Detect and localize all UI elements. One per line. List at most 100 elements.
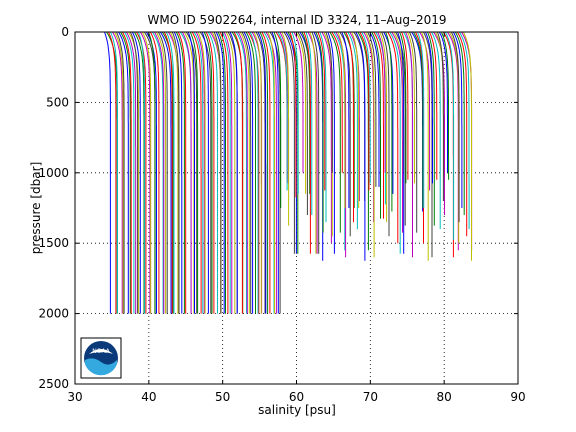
profile-line-19 — [141, 31, 152, 314]
profile-line-65 — [233, 31, 243, 314]
profile-line-153 — [409, 31, 418, 233]
profile-line-75 — [253, 31, 262, 314]
profile-line-163 — [429, 31, 438, 180]
profile-line-13 — [129, 31, 139, 314]
x-tick-label: 30 — [67, 390, 82, 404]
plot-area — [74, 31, 519, 385]
profile-line-142 — [387, 31, 399, 244]
profile-line-139 — [381, 31, 390, 237]
profile-line-46 — [195, 31, 205, 314]
profile-line-0 — [104, 31, 111, 314]
profile-line-134 — [371, 31, 381, 219]
profile-line-106 — [315, 31, 324, 233]
profile-line-149 — [401, 31, 409, 180]
x-axis-label: salinity [psu] — [258, 403, 336, 417]
profile-line-23 — [149, 31, 160, 314]
profile-line-102 — [307, 31, 318, 254]
profile-line-175 — [452, 31, 463, 208]
profile-line-43 — [189, 31, 199, 314]
profile-line-14 — [131, 31, 141, 314]
profile-line-89 — [281, 31, 290, 226]
profile-line-141 — [385, 31, 393, 212]
profile-line-34 — [171, 31, 180, 314]
profile-line-44 — [191, 31, 202, 314]
x-tick-label: 70 — [363, 390, 378, 404]
profile-line-158 — [419, 31, 431, 191]
profile-line-87 — [277, 31, 288, 191]
profile-line-37 — [177, 31, 187, 314]
profile-line-42 — [187, 31, 195, 314]
profile-line-83 — [269, 31, 281, 314]
profile-line-174 — [450, 31, 460, 223]
profile-line-67 — [237, 31, 248, 314]
profile-line-114 — [331, 31, 343, 173]
profile-line-117 — [337, 31, 346, 208]
profile-line-26 — [155, 31, 167, 314]
profile-line-73 — [249, 31, 259, 314]
profile-line-33 — [169, 31, 179, 314]
profile-line-30 — [163, 31, 173, 314]
profile-line-85 — [273, 31, 282, 208]
profile-line-119 — [341, 31, 350, 208]
profile-line-71 — [245, 31, 256, 314]
profile-line-126 — [355, 31, 366, 261]
profile-line-177 — [456, 31, 468, 237]
profile-line-169 — [440, 31, 450, 180]
y-tick-label: 2500 — [38, 377, 69, 391]
profile-line-77 — [257, 31, 267, 314]
profile-line-36 — [175, 31, 185, 314]
profile-line-138 — [379, 31, 388, 223]
profile-line-68 — [239, 31, 250, 314]
profile-line-45 — [193, 31, 204, 314]
profile-line-3 — [110, 31, 118, 314]
profile-line-137 — [377, 31, 386, 173]
profile-line-27 — [157, 31, 168, 314]
x-tick-label: 80 — [437, 390, 452, 404]
profile-line-162 — [427, 31, 435, 226]
y-tick-label: 1000 — [38, 166, 69, 180]
profile-line-21 — [145, 31, 157, 314]
profile-line-10 — [124, 31, 135, 314]
profile-line-39 — [181, 31, 192, 314]
profile-line-161 — [425, 31, 433, 184]
profile-line-52 — [207, 31, 218, 314]
profile-line-97 — [297, 31, 308, 215]
profile-line-2 — [108, 31, 117, 314]
profile-line-178 — [458, 31, 470, 230]
profile-line-63 — [229, 31, 238, 314]
profile-line-18 — [139, 31, 151, 314]
profile-line-31 — [165, 31, 175, 314]
profile-line-57 — [217, 31, 226, 314]
profile-line-113 — [329, 31, 341, 233]
profile-line-15 — [133, 31, 145, 314]
profile-line-11 — [126, 31, 137, 314]
profile-line-104 — [311, 31, 320, 254]
profile-line-101 — [305, 31, 313, 215]
profile-line-6 — [116, 31, 125, 314]
profile-line-129 — [361, 31, 371, 184]
profile-line-168 — [438, 31, 448, 173]
profile-line-93 — [289, 31, 297, 198]
profile-line-100 — [303, 31, 311, 254]
profile-line-35 — [173, 31, 183, 314]
profile-line-50 — [203, 31, 213, 314]
x-tick-label: 50 — [215, 390, 230, 404]
profile-line-47 — [197, 31, 206, 314]
profile-line-58 — [219, 31, 229, 314]
profile-line-157 — [417, 31, 425, 208]
profile-line-164 — [431, 31, 441, 230]
profile-line-25 — [153, 31, 165, 314]
profile-line-122 — [347, 31, 358, 230]
profile-lines — [104, 31, 473, 314]
profile-line-79 — [261, 31, 271, 314]
profile-line-9 — [122, 31, 132, 314]
profile-line-28 — [159, 31, 172, 314]
y-tick-label: 0 — [61, 25, 69, 39]
profile-line-56 — [215, 31, 225, 314]
profile-line-118 — [339, 31, 351, 237]
profile-line-40 — [183, 31, 195, 314]
profile-line-61 — [225, 31, 236, 314]
y-tick-label: 500 — [46, 95, 69, 109]
profile-line-143 — [389, 31, 401, 254]
